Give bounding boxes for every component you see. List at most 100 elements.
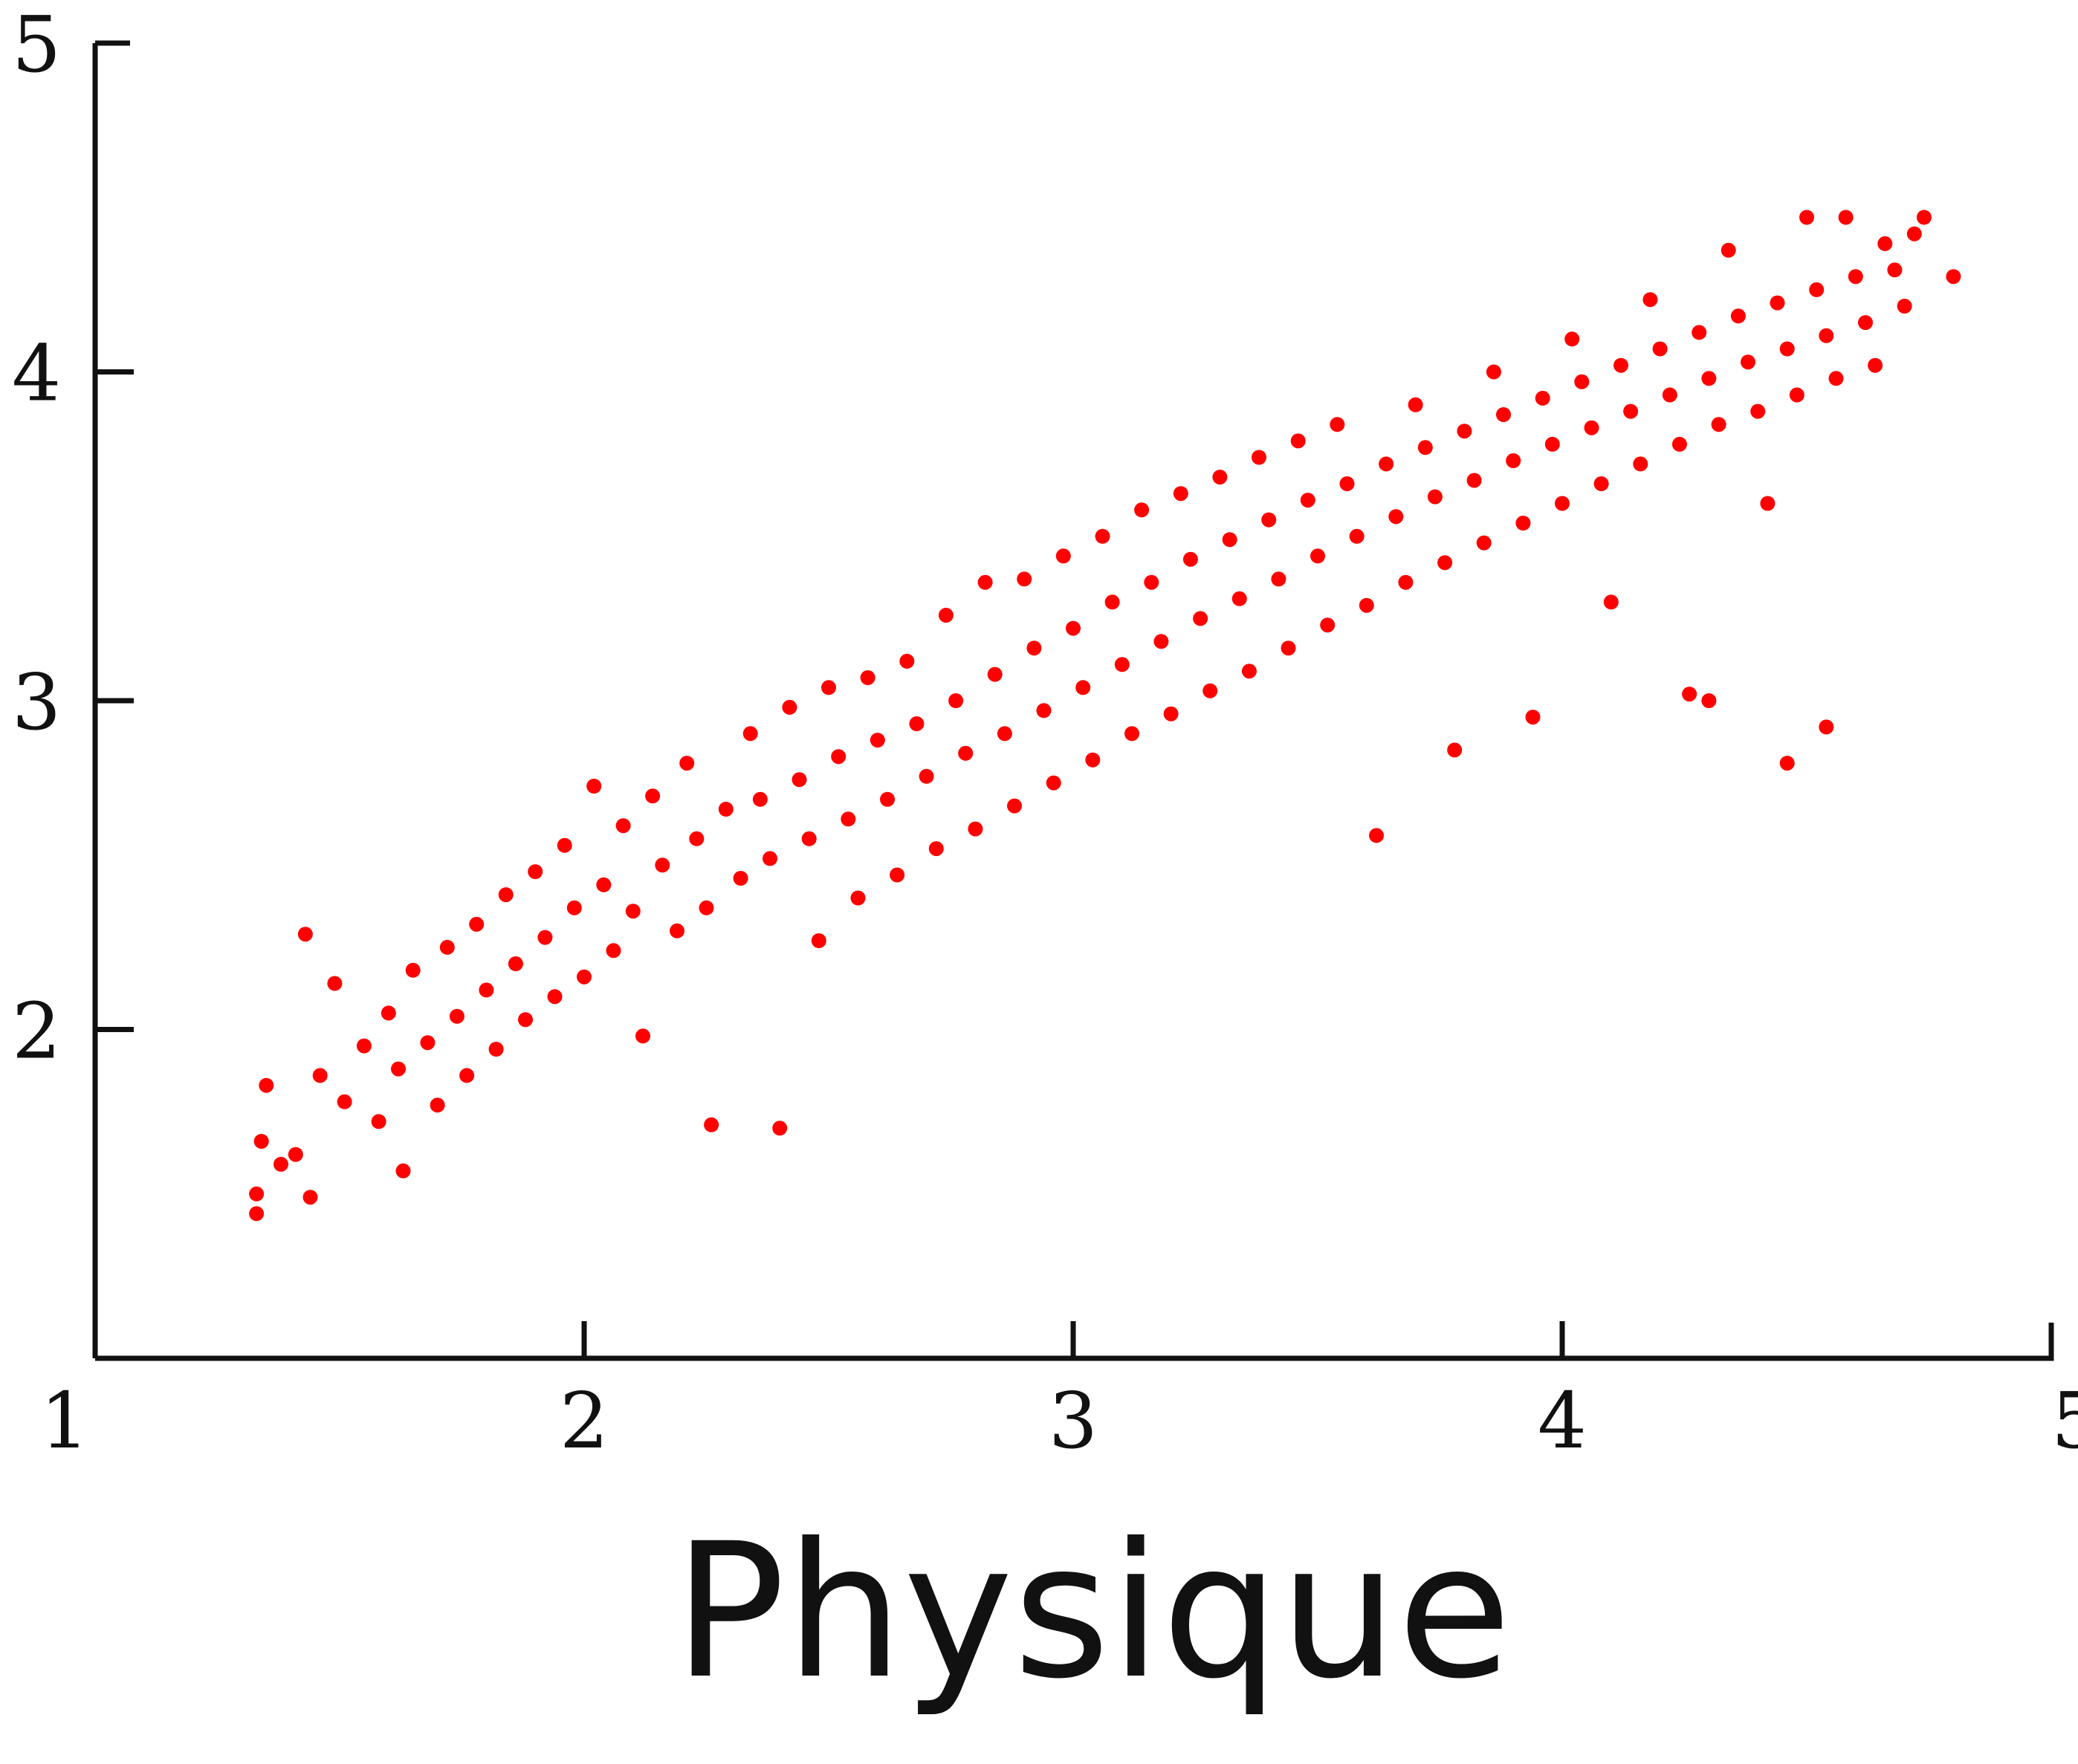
scatter-point-0-26 [508, 956, 523, 971]
scatter-point-0-166 [1887, 262, 1903, 278]
y-tick-label-2: 4 [12, 328, 61, 419]
scatter-point-0-160 [1828, 371, 1844, 386]
scatter-point-0-53 [782, 699, 797, 715]
scatter-point-0-60 [850, 890, 866, 906]
scatter-point-0-127 [1506, 453, 1521, 468]
scatter-point-0-8 [312, 1068, 328, 1083]
scatter-point-0-66 [909, 716, 925, 731]
scatter-point-0-128 [1515, 516, 1531, 531]
scatter-point-0-93 [1173, 486, 1188, 502]
scatter-point-0-97 [1212, 470, 1228, 485]
scatter-point-0-16 [405, 962, 421, 978]
scatter-point-0-20 [449, 1008, 465, 1024]
scatter-point-0-2 [253, 1134, 269, 1149]
scatter-point-0-139 [1623, 403, 1639, 419]
scatter-point-0-73 [977, 574, 993, 590]
scatter-point-0-33 [577, 969, 592, 985]
scatter-point-0-58 [831, 749, 847, 765]
scatter-point-0-132 [1555, 496, 1570, 511]
scatter-point-0-57 [821, 680, 836, 695]
scatter-point-0-172 [1819, 719, 1834, 735]
scatter-point-0-145 [1682, 687, 1697, 702]
scatter-point-0-138 [1613, 357, 1628, 373]
scatter-point-0-96 [1203, 683, 1218, 698]
scatter-point-0-167 [1897, 299, 1912, 314]
scatter-point-0-1 [249, 1186, 265, 1202]
scatter-point-0-161 [1838, 210, 1854, 225]
scatter-point-0-65 [899, 653, 915, 669]
scatter-point-0-90 [1144, 574, 1159, 590]
scatter-point-0-102 [1261, 512, 1277, 528]
scatter-point-0-126 [1496, 407, 1511, 422]
scatter-point-0-72 [968, 821, 983, 837]
scatter-point-0-28 [528, 864, 543, 880]
scatter-point-0-116 [1398, 574, 1414, 590]
scatter-point-0-27 [518, 1012, 533, 1028]
scatter-point-0-67 [919, 768, 934, 784]
scatter-point-0-170 [1946, 269, 1961, 285]
scatter-point-0-62 [870, 733, 885, 748]
scatter-point-0-36 [606, 943, 621, 959]
scatter-point-0-150 [1730, 308, 1746, 324]
scatter-point-0-109 [1330, 417, 1345, 432]
scatter-point-0-169 [1916, 210, 1932, 225]
scatter-point-0-75 [997, 726, 1012, 742]
scatter-point-0-87 [1114, 657, 1130, 672]
scatter-point-0-9 [327, 976, 343, 991]
scatter-point-0-68 [928, 841, 944, 857]
x-ticks: 1 2 3 4 5 [40, 1321, 2078, 1466]
scatter-point-0-59 [841, 811, 856, 827]
scatter-point-0-114 [1379, 456, 1394, 472]
scatter-point-0-63 [880, 791, 895, 807]
scatter-point-0-168 [1906, 226, 1922, 241]
scatter-point-0-91 [1153, 634, 1169, 649]
y-tick-label-0: 2 [12, 986, 61, 1077]
scatter-point-0-10 [337, 1094, 352, 1109]
scatter-point-0-148 [1711, 417, 1726, 432]
scatter-point-0-48 [733, 871, 748, 886]
scatter-point-0-78 [1026, 641, 1042, 656]
scatter-point-0-24 [488, 1042, 504, 1057]
y-ticks: 2 3 4 5 [12, 0, 134, 1077]
scatter-point-0-45 [699, 900, 714, 915]
scatter-point-0-163 [1858, 315, 1873, 331]
scatter-point-0-77 [1017, 571, 1032, 587]
scatter-point-0-11 [356, 1038, 372, 1054]
scatter-point-0-94 [1182, 551, 1198, 567]
scatter-point-0-41 [655, 857, 670, 873]
scatter-point-0-171 [1779, 756, 1795, 771]
scatter-point-0-76 [1007, 798, 1022, 814]
scatter-point-0-140 [1633, 456, 1648, 472]
x-axis-title: Physique [673, 1503, 1512, 1719]
scatter-point-0-86 [1104, 594, 1120, 610]
scatter-point-0-136 [1593, 476, 1609, 491]
scatter-point-0-22 [469, 916, 485, 932]
scatter-point-0-42 [670, 923, 684, 938]
scatter-point-0-3 [259, 1077, 274, 1093]
scatter-point-0-125 [1486, 364, 1501, 380]
scatter-point-0-159 [1819, 328, 1834, 343]
scatter-point-0-51 [763, 851, 777, 866]
scatter-point-0-131 [1544, 436, 1560, 452]
scatter-point-0-82 [1066, 620, 1081, 636]
scatter-point-0-30 [547, 989, 563, 1005]
scatter-point-0-100 [1241, 664, 1257, 679]
scatter-point-0-162 [1848, 269, 1863, 285]
scatter-point-0-35 [596, 877, 612, 892]
scatter-point-0-173 [1701, 693, 1717, 708]
scatter-point-0-31 [557, 837, 572, 853]
scatter-point-0-38 [625, 904, 641, 919]
scatter-point-0-141 [1642, 292, 1658, 308]
x-axis-line [95, 1323, 2054, 1361]
scatter-point-0-101 [1252, 450, 1266, 465]
y-tick-label-1: 3 [12, 657, 61, 748]
scatter-point-0-124 [1476, 535, 1492, 551]
scatter-point-0-50 [752, 791, 768, 807]
scatter-point-0-81 [1055, 548, 1071, 564]
scatter-point-0-143 [1662, 387, 1677, 403]
scatter-point-0-95 [1193, 611, 1208, 626]
scatter-point-0-46 [704, 1117, 719, 1132]
scatter-point-0-119 [1427, 489, 1443, 505]
scatter-point-0-52 [772, 1121, 788, 1136]
scatter-point-0-104 [1281, 641, 1296, 656]
